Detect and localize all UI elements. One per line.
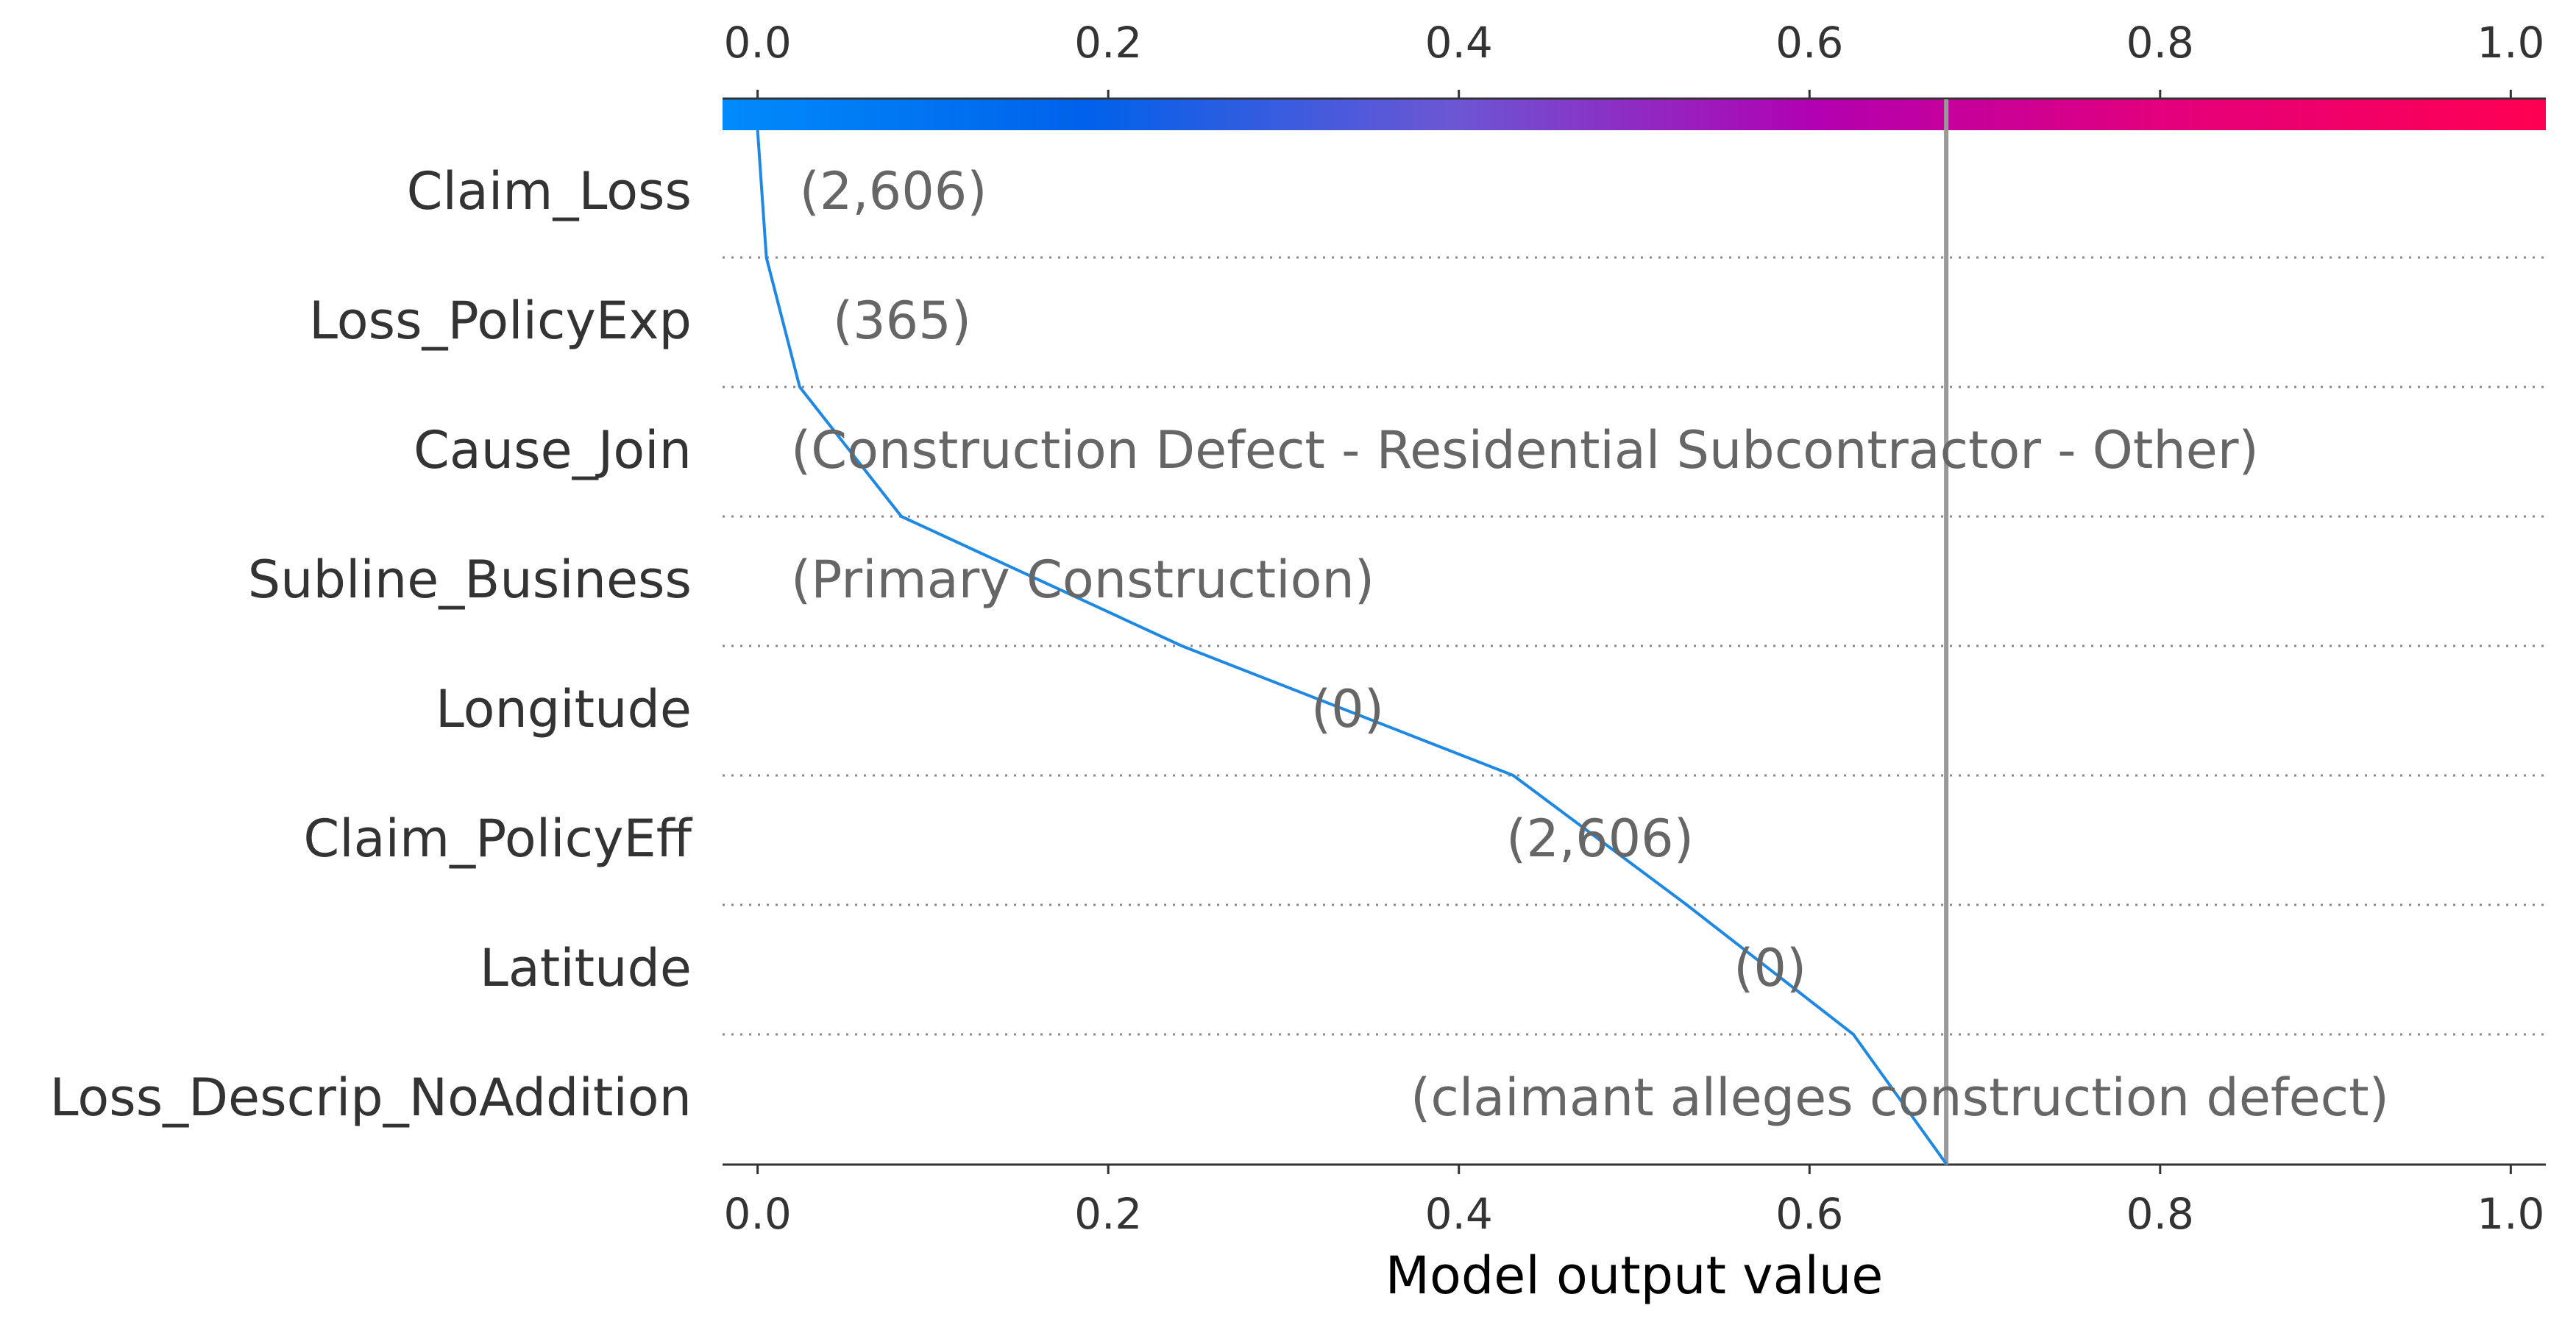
feature-label: Claim_PolicyEff <box>303 809 692 869</box>
bottom-tick-label: 0.0 <box>724 1189 792 1239</box>
bottom-tick-label: 1.0 <box>2477 1189 2544 1239</box>
feature-value-label: (2,606) <box>800 161 987 221</box>
bottom-tick-label: 0.6 <box>1775 1189 1843 1239</box>
bottom-tick-label: 0.2 <box>1074 1189 1142 1239</box>
feature-label: Latitude <box>480 938 692 998</box>
feature-label: Loss_Descrip_NoAddition <box>50 1067 692 1128</box>
top-tick-label: 0.2 <box>1074 18 1142 68</box>
top-tick-label: 0.4 <box>1425 18 1493 68</box>
feature-label: Longitude <box>436 679 692 739</box>
feature-value-label: (365) <box>833 291 971 351</box>
feature-value-label: (2,606) <box>1506 809 1694 869</box>
top-tick-label: 0.6 <box>1775 18 1843 68</box>
colorbar <box>723 99 2546 130</box>
decision-path-line <box>756 129 1948 1165</box>
top-tick-label: 0.8 <box>2126 18 2194 68</box>
feature-value-label: (Primary Construction) <box>791 550 1374 610</box>
bottom-tick-label: 0.8 <box>2126 1189 2194 1239</box>
feature-label: Claim_Loss <box>407 161 692 221</box>
feature-value-label: (0) <box>1311 679 1384 739</box>
feature-value-label: (0) <box>1734 938 1806 998</box>
feature-value-label: (Construction Defect - Residential Subco… <box>791 420 2259 480</box>
feature-value-label: (claimant alleges construction defect) <box>1411 1067 2389 1128</box>
feature-label: Subline_Business <box>248 550 692 610</box>
top-tick-label: 0.0 <box>724 18 792 68</box>
feature-label: Cause_Join <box>414 420 692 480</box>
x-axis-title: Model output value <box>1385 1246 1884 1306</box>
feature-label: Loss_PolicyExp <box>309 291 692 351</box>
top-tick-label: 1.0 <box>2477 18 2544 68</box>
bottom-tick-label: 0.4 <box>1425 1189 1493 1239</box>
